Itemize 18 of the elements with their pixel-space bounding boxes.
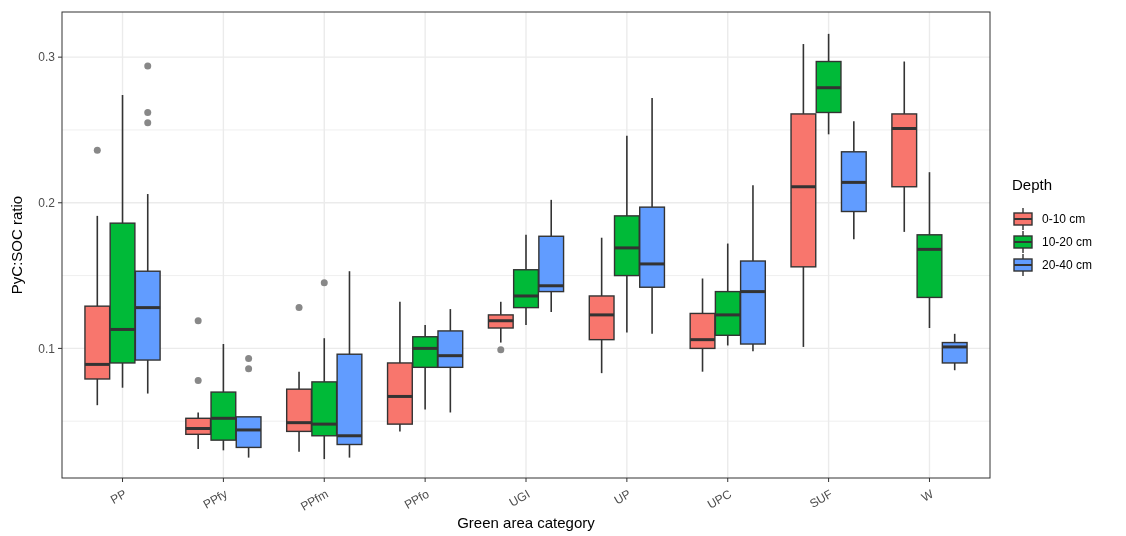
legend-title: Depth bbox=[1012, 176, 1053, 193]
legend-label: 0-10 cm bbox=[1042, 212, 1086, 227]
x-tick-label: SUF bbox=[807, 486, 835, 511]
y-tick-label: 0.2 bbox=[38, 195, 56, 210]
x-tick-label: UGI bbox=[506, 486, 533, 510]
x-tick-label: PPfy bbox=[200, 486, 230, 512]
legend-label: 20-40 cm bbox=[1042, 258, 1093, 273]
x-axis-title: Green area category bbox=[457, 514, 596, 531]
y-tick-label: 0.3 bbox=[38, 50, 56, 65]
x-tick-label: PPfo bbox=[401, 486, 432, 512]
x-tick-label: UPC bbox=[705, 486, 735, 512]
y-tick-label: 0.1 bbox=[38, 341, 56, 356]
legend-label: 10-20 cm bbox=[1042, 235, 1093, 250]
x-tick-label: PPfm bbox=[298, 486, 331, 514]
x-tick-label: PP bbox=[107, 486, 129, 507]
x-tick-label: W bbox=[918, 486, 937, 505]
y-axis-title: PyC:SOC ratio bbox=[8, 195, 25, 295]
x-tick-label: UP bbox=[611, 486, 634, 508]
